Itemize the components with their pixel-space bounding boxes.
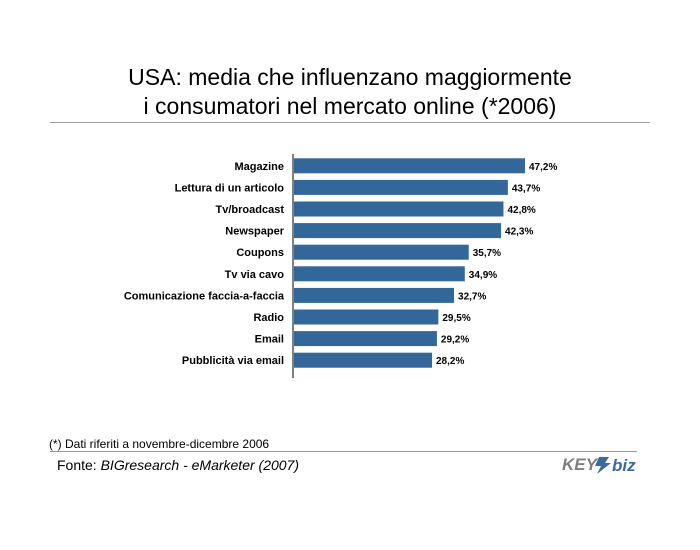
source-text: BIGresearch - eMarketer (2007) xyxy=(100,457,299,473)
logo-key-text: KEY xyxy=(562,455,599,474)
value-label: 34,9% xyxy=(469,270,497,281)
logo-biz-text: biz xyxy=(612,456,636,475)
value-label: 35,7% xyxy=(473,248,501,259)
value-label: 43,7% xyxy=(512,183,540,194)
title-line-2: i consumatori nel mercato online (*2006) xyxy=(143,93,557,119)
value-label: 32,7% xyxy=(458,291,486,302)
bar xyxy=(294,287,455,303)
category-label: Comunicazione faccia-a-faccia xyxy=(124,290,285,302)
bar xyxy=(294,352,433,368)
title-line-1: USA: media che influenzano maggiormente xyxy=(128,64,572,90)
logo-bolt-icon xyxy=(595,457,611,474)
bar xyxy=(294,266,465,282)
category-label: Radio xyxy=(253,312,284,324)
category-label: Tv via cavo xyxy=(225,269,285,281)
chart-title: USA: media che influenzano maggiormente … xyxy=(50,63,650,121)
category-label: Pubblicità via email xyxy=(182,355,284,367)
footer-divider xyxy=(50,451,637,452)
title-divider xyxy=(50,122,650,123)
value-label: 29,2% xyxy=(441,335,469,346)
category-label: Magazine xyxy=(234,161,284,173)
value-label: 29,5% xyxy=(442,313,470,324)
value-label: 42,8% xyxy=(507,205,535,216)
key4biz-logo: KEY biz xyxy=(562,455,636,475)
source-line: Fonte: BIGresearch - eMarketer (2007) xyxy=(57,457,299,473)
bar xyxy=(294,223,502,239)
category-label: Newspaper xyxy=(225,226,284,238)
value-label: 47,2% xyxy=(529,162,557,173)
category-label: Email xyxy=(255,334,284,346)
bar xyxy=(294,201,504,217)
bar xyxy=(294,309,439,325)
value-label: 42,3% xyxy=(505,227,533,238)
category-label: Lettura di un articolo xyxy=(175,182,285,194)
bar xyxy=(294,331,437,347)
bar xyxy=(294,158,525,174)
value-label: 28,2% xyxy=(436,356,464,367)
category-label: Tv/broadcast xyxy=(216,204,285,216)
bar xyxy=(294,244,469,260)
source-label: Fonte: xyxy=(57,457,97,473)
bar xyxy=(294,179,508,195)
footnote: (*) Dati riferiti a novembre-dicembre 20… xyxy=(49,437,270,451)
category-label: Coupons xyxy=(236,247,284,259)
